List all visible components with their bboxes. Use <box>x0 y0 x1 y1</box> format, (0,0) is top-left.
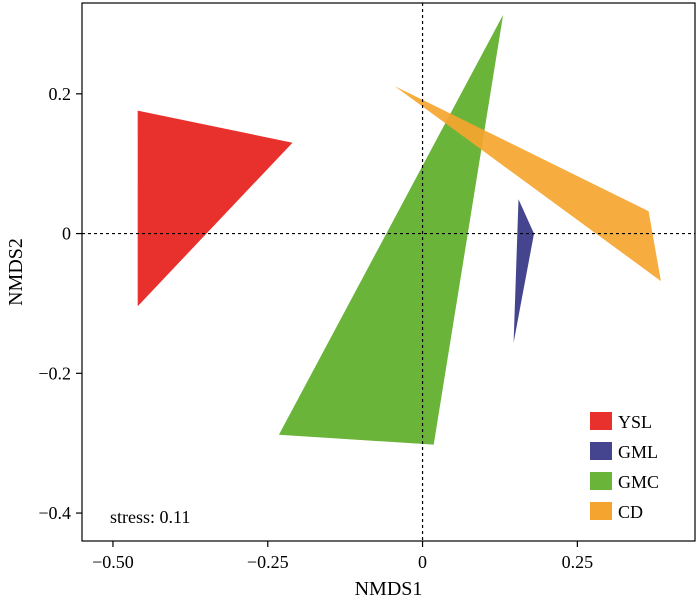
legend-swatch-gmc <box>590 472 612 490</box>
legend-swatch-cd <box>590 502 612 520</box>
legend-label-gml: GML <box>618 442 658 462</box>
hull-layer <box>137 14 661 445</box>
legend: YSL GML GMC CD <box>590 412 659 522</box>
stress-annotation: stress: 0.11 <box>110 507 190 527</box>
x-tick-label: −0.50 <box>92 552 134 572</box>
hull-ysl <box>137 110 293 307</box>
plot-frame <box>81 2 696 542</box>
y-tick-label: −0.2 <box>38 363 71 383</box>
y-tick-label: 0 <box>62 224 71 244</box>
reference-lines <box>82 3 695 541</box>
y-tick-label: −0.4 <box>38 503 71 523</box>
legend-swatch-ysl <box>590 412 612 430</box>
x-tick-label: 0.25 <box>562 552 594 572</box>
x-axis-title: NMDS1 <box>355 578 423 600</box>
hull-gml <box>513 199 534 343</box>
legend-label-cd: CD <box>618 502 643 522</box>
y-axis-title: NMDS2 <box>5 238 27 306</box>
legend-label-ysl: YSL <box>618 412 652 432</box>
x-axis: −0.50 −0.25 0 0.25 <box>92 541 593 572</box>
hull-gmc <box>278 14 504 445</box>
x-tick-label: −0.25 <box>247 552 289 572</box>
hull-cd <box>394 86 661 282</box>
y-axis: 0.2 0 −0.2 −0.4 <box>38 84 82 523</box>
x-tick-label: 0 <box>418 552 427 572</box>
legend-swatch-gml <box>590 442 612 460</box>
y-tick-label: 0.2 <box>49 84 72 104</box>
legend-label-gmc: GMC <box>618 472 659 492</box>
